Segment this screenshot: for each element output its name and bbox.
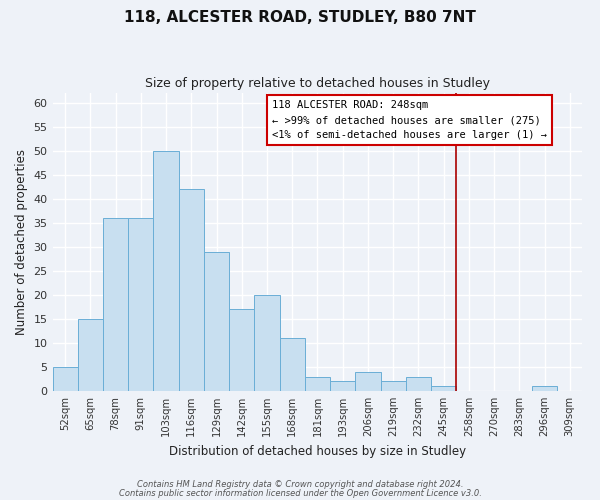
Bar xyxy=(406,376,431,391)
Bar xyxy=(532,386,557,391)
Bar xyxy=(330,382,355,391)
Bar xyxy=(204,252,229,391)
Bar xyxy=(179,189,204,391)
Bar xyxy=(280,338,305,391)
Bar xyxy=(305,376,330,391)
Title: Size of property relative to detached houses in Studley: Size of property relative to detached ho… xyxy=(145,78,490,90)
Bar xyxy=(355,372,380,391)
Bar xyxy=(103,218,128,391)
Bar xyxy=(431,386,456,391)
Text: 118, ALCESTER ROAD, STUDLEY, B80 7NT: 118, ALCESTER ROAD, STUDLEY, B80 7NT xyxy=(124,10,476,25)
Y-axis label: Number of detached properties: Number of detached properties xyxy=(15,149,28,335)
Bar xyxy=(154,150,179,391)
Text: Contains HM Land Registry data © Crown copyright and database right 2024.: Contains HM Land Registry data © Crown c… xyxy=(137,480,463,489)
X-axis label: Distribution of detached houses by size in Studley: Distribution of detached houses by size … xyxy=(169,444,466,458)
Bar xyxy=(78,319,103,391)
Bar xyxy=(229,310,254,391)
Text: Contains public sector information licensed under the Open Government Licence v3: Contains public sector information licen… xyxy=(119,488,481,498)
Bar xyxy=(380,382,406,391)
Bar xyxy=(128,218,154,391)
Text: 118 ALCESTER ROAD: 248sqm
← >99% of detached houses are smaller (275)
<1% of sem: 118 ALCESTER ROAD: 248sqm ← >99% of deta… xyxy=(272,100,547,140)
Bar xyxy=(53,367,78,391)
Bar xyxy=(254,295,280,391)
